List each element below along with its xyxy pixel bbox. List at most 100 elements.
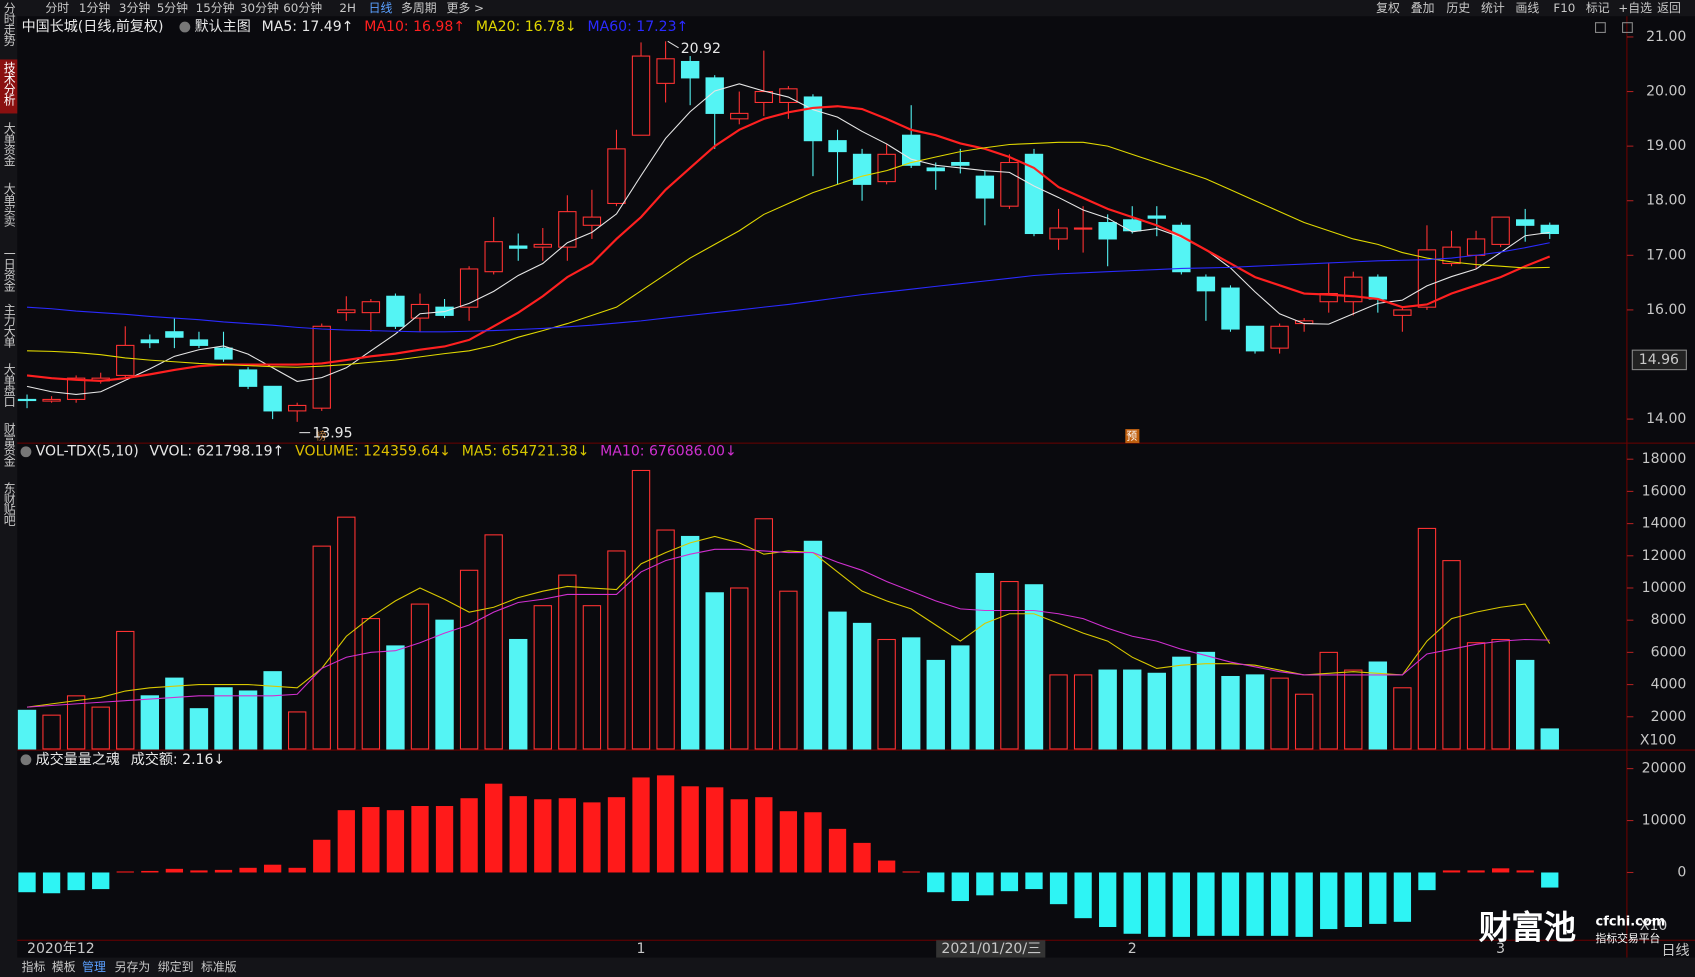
amount-bar [460, 798, 478, 873]
candle-body [337, 309, 356, 314]
icon[interactable] [1622, 22, 1633, 33]
bottom-button[interactable]: 标准版 [201, 960, 237, 974]
bottom-button[interactable]: 另存为 [115, 960, 151, 974]
side-tab[interactable]: 东财贴吧 [2, 482, 16, 526]
tool-button[interactable]: 历史 [1446, 1, 1470, 15]
side-tab[interactable]: 大单买卖 [2, 182, 16, 227]
volume-bar [1344, 669, 1363, 750]
period-tab[interactable]: 更多 > [446, 1, 483, 15]
volume-bar [361, 618, 381, 750]
volume-bar [1393, 687, 1412, 750]
y-tick-label: 18000 [1642, 451, 1687, 467]
period-tab[interactable]: 15分钟 [196, 1, 235, 15]
ma-line [27, 141, 1550, 368]
tool-button[interactable]: 返回 [1657, 1, 1681, 15]
bottom-button[interactable]: 指标 [22, 960, 46, 974]
tool-button[interactable]: +自选 [1618, 1, 1652, 15]
candle-body [1147, 215, 1166, 219]
candle-body [189, 339, 209, 346]
side-tab[interactable]: 主力大单 [2, 303, 16, 348]
volume-bar [951, 645, 970, 750]
candle-body [1024, 153, 1044, 235]
icon[interactable] [20, 754, 32, 766]
volume-bar [263, 671, 282, 750]
volume-bar [484, 534, 503, 750]
icon[interactable] [20, 446, 32, 458]
volume-bar [140, 695, 160, 750]
candle-body [705, 77, 724, 114]
tool-button[interactable]: 标记 [1586, 1, 1610, 15]
volume-bar [877, 638, 896, 750]
bottom-button[interactable]: 模板 [52, 960, 76, 974]
period: 日线 [1661, 943, 1689, 959]
volume-bar [238, 690, 258, 750]
side-tab[interactable]: 大单资金 [2, 122, 16, 166]
amount-bar [18, 872, 36, 893]
volume-bar [902, 637, 921, 750]
bottom-button[interactable]: 管理 [82, 960, 106, 974]
amount-bar [902, 871, 920, 873]
period-tab[interactable]: 1分钟 [79, 1, 110, 15]
tool-button[interactable]: 画线 [1516, 1, 1540, 15]
amount-bar [607, 797, 626, 873]
icon[interactable] [179, 21, 191, 33]
candle-body [607, 148, 626, 204]
volume-bar [828, 611, 847, 750]
amount-bar [1516, 870, 1534, 873]
volume-bar [459, 569, 479, 750]
side-tab[interactable]: 一日资金 [2, 247, 16, 291]
period-tab[interactable]: 5分钟 [157, 1, 188, 15]
legend-entry: MA5: 17.49↑ [262, 19, 354, 35]
period-tab[interactable]: 60分钟 [283, 1, 322, 15]
period-tab[interactable]: 2H [339, 1, 356, 15]
volume-bar [435, 619, 454, 750]
icon[interactable] [1595, 22, 1606, 33]
legend-entry: VVOL: 621798.19↑ [150, 444, 285, 460]
candle-body [214, 347, 233, 360]
candle-body [312, 325, 331, 409]
period-tab[interactable]: 3分钟 [119, 1, 150, 15]
legend-entry: MA5: 654721.38↓ [462, 444, 590, 460]
tool-button[interactable]: 统计 [1481, 1, 1505, 15]
bottom-button[interactable]: 绑定到 [158, 960, 194, 974]
volume-bar [1319, 651, 1338, 750]
amount-bar [435, 806, 454, 873]
candle-body [951, 161, 970, 166]
amount-bar [92, 872, 110, 890]
legend-entry: VOL-TDX(5,10) [36, 444, 139, 460]
x-tick-label: 2020年12 [27, 941, 95, 957]
candle-body [287, 404, 307, 412]
period-tab[interactable]: 分时 [45, 1, 69, 15]
legend-entry: 成交额: 2.16↓ [131, 751, 225, 768]
candle-body [803, 96, 823, 142]
amount-bar [1000, 872, 1019, 892]
period-tab[interactable]: 30分钟 [240, 1, 279, 15]
period-tab[interactable]: 日线 [369, 1, 393, 15]
period-tab[interactable]: 多周期 [401, 1, 437, 15]
candle-body [509, 245, 528, 249]
volume-bar [1442, 560, 1461, 750]
side-tab[interactable]: 财富资金 [2, 422, 16, 466]
volume-bar [582, 605, 602, 750]
volume-bar [66, 695, 86, 750]
high-label: 20.92 [681, 41, 721, 57]
amount-bar [583, 802, 601, 873]
volume-bar [1221, 675, 1240, 750]
side-tab[interactable]: 分时走势 [2, 2, 16, 46]
tool-button[interactable]: 复权 [1376, 1, 1400, 15]
y-tick-label: 19.00 [1646, 138, 1686, 154]
tool-button[interactable]: 叠加 [1411, 1, 1435, 15]
y-tick-label: 0 [1677, 864, 1686, 880]
volume-bar [1417, 527, 1437, 750]
volume-bar [1270, 677, 1289, 750]
tool-button[interactable]: F10 [1553, 1, 1575, 15]
volume-bar [386, 645, 405, 750]
volume-bar [533, 605, 552, 750]
amount-bar [1541, 872, 1559, 888]
amount-bar [1172, 872, 1191, 937]
side-tab[interactable]: 大单盘口 [2, 363, 16, 407]
amount-bar [67, 872, 85, 891]
amount-bar [1369, 872, 1387, 924]
volume-bar [1172, 656, 1191, 750]
side-tab[interactable]: 技术分析 [2, 62, 16, 107]
